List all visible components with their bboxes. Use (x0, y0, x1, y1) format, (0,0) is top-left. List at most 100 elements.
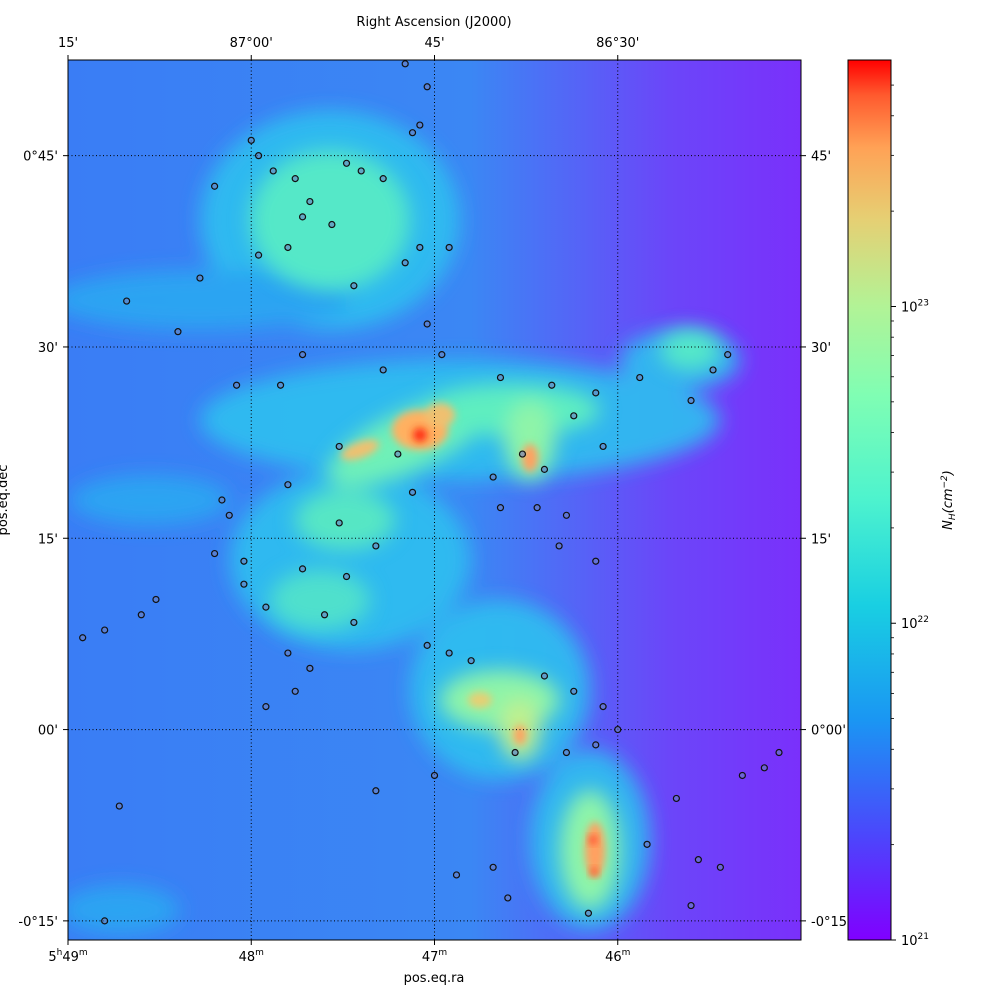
source-marker (247, 136, 255, 144)
source-marker (430, 771, 439, 780)
source-marker (306, 197, 314, 206)
source-marker (636, 373, 644, 382)
source-marker (423, 83, 431, 91)
source-marker (489, 863, 497, 871)
source-marker (592, 389, 600, 397)
left-tick-label: 30' (38, 341, 58, 356)
source-marker (254, 251, 263, 259)
source-marker (760, 764, 768, 772)
bottom-tick-label: 48m (239, 948, 264, 965)
source-marker (592, 741, 600, 749)
source-marker (372, 542, 380, 550)
source-marker (320, 611, 329, 619)
source-marker (709, 366, 717, 374)
source-markers (79, 60, 783, 925)
source-marker (240, 557, 248, 565)
source-marker (328, 220, 336, 229)
right-tick-label: 30' (811, 341, 831, 356)
bottom-tick-label: 5h49m (48, 948, 87, 965)
source-marker (614, 725, 622, 734)
source-marker (350, 618, 358, 627)
source-marker (489, 473, 497, 481)
source-marker (408, 129, 417, 137)
source-marker (152, 595, 160, 604)
source-marker (599, 703, 607, 711)
source-marker (540, 672, 549, 680)
source-marker (445, 243, 453, 252)
source-marker (643, 840, 651, 848)
colorbar-label: NH(cm−2) (940, 470, 958, 530)
source-marker (335, 519, 343, 527)
source-marker (284, 481, 292, 489)
source-marker (467, 657, 475, 665)
source-marker (379, 175, 387, 183)
source-marker (416, 121, 424, 129)
y-axis-title: pos.eq.dec (0, 465, 11, 536)
colorbar-gradient (847, 59, 892, 941)
colorbar-tick-label: 1021 (901, 932, 929, 949)
source-marker (284, 243, 292, 252)
source-marker (196, 274, 204, 282)
right-tick-label: 0°00' (811, 724, 846, 739)
source-marker (599, 442, 607, 451)
source-marker (401, 60, 409, 68)
x-axis-title: pos.eq.ra (404, 971, 465, 986)
source-marker (445, 649, 453, 657)
source-marker (306, 664, 314, 672)
source-marker (254, 152, 263, 160)
source-marker (423, 641, 431, 649)
bottom-tick-label: 47m (422, 948, 447, 965)
source-marker (379, 366, 387, 374)
left-tick-label: 0°45' (23, 150, 58, 165)
source-marker (357, 167, 365, 175)
source-marker (240, 580, 248, 588)
source-marker (724, 351, 732, 359)
source-marker (262, 603, 270, 611)
source-marker (101, 626, 109, 634)
source-marker (716, 863, 724, 871)
source-marker (687, 901, 695, 910)
source-marker (350, 282, 358, 290)
source-marker (401, 259, 409, 267)
source-marker (408, 488, 417, 496)
source-marker (540, 465, 549, 473)
source-marker (335, 442, 343, 451)
top-tick-label: 87°00' (230, 36, 273, 51)
source-marker (533, 504, 541, 512)
source-marker (225, 511, 233, 519)
colorbar: 1021 1022 1023 NH(cm−2) (847, 59, 958, 949)
source-marker (394, 450, 402, 458)
source-marker (262, 703, 270, 711)
source-marker (298, 565, 307, 573)
source-marker (496, 373, 505, 382)
colorbar-tick-label: 1022 (901, 615, 929, 632)
source-marker (452, 871, 461, 879)
source-marker (672, 794, 680, 803)
source-marker (504, 894, 512, 902)
source-marker (218, 496, 226, 504)
source-marker (416, 243, 424, 252)
source-marker (115, 802, 123, 810)
source-marker (101, 917, 109, 925)
source-marker (291, 175, 299, 183)
source-marker (269, 167, 277, 175)
colorbar-ticks: 1021 1022 1023 (891, 84, 929, 949)
image-plot-area (67, 59, 802, 941)
source-marker (694, 856, 702, 864)
source-marker (123, 297, 131, 305)
source-marker (232, 381, 241, 389)
source-marker (518, 450, 527, 458)
right-tick-label: 15' (811, 532, 831, 547)
axis-ticks: 15' 87°00' 45' 86°30' 5h49m 48m 47m 46m 0°45' 30'… (18, 36, 850, 965)
source-marker (584, 909, 593, 917)
source-marker (79, 634, 87, 642)
source-marker (738, 771, 746, 780)
source-marker (298, 351, 307, 359)
source-marker (687, 396, 695, 405)
source-marker (438, 351, 446, 359)
source-marker (562, 511, 571, 519)
source-marker (137, 611, 145, 619)
source-marker (496, 504, 505, 512)
